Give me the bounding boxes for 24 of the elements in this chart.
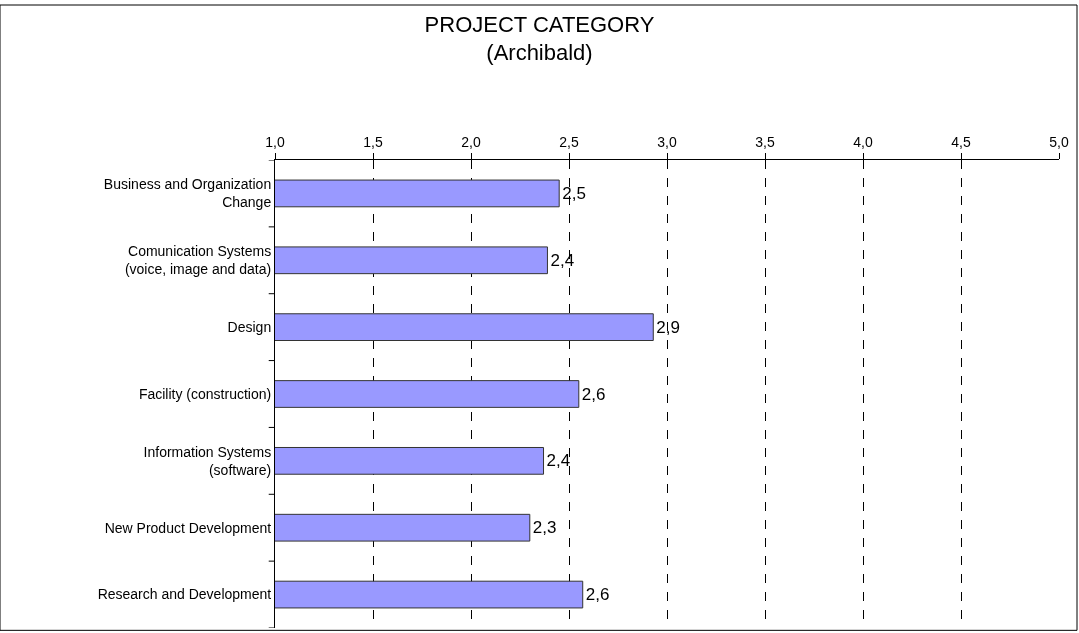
x-tick-label: 3,5 (755, 134, 775, 151)
x-tick-label: 5,0 (1049, 134, 1069, 151)
x-tick-label: 2,5 (559, 134, 579, 151)
x-tick-label: 2,0 (461, 134, 481, 151)
y-tick-label: Business and Organization Change (103, 176, 272, 211)
data-label: 2,3 (532, 518, 557, 538)
y-tick-label: New Product Development (104, 519, 272, 536)
x-tick-label: 4,5 (951, 134, 971, 151)
y-tick-label: Information Systems (software) (143, 443, 272, 478)
y-tick-label: Comunication Systems (voice, image and data) (124, 243, 272, 278)
y-tick-label: Design (227, 319, 272, 336)
x-tick-label: 4,0 (853, 134, 873, 151)
y-tick-label: Facility (construction) (138, 385, 272, 402)
chart-title: PROJECT CATEGORY (Archibald) (424, 11, 655, 66)
y-tick-label: Research and Development (97, 586, 272, 603)
x-tick-label: 1,5 (363, 134, 383, 151)
data-label: 2,4 (546, 451, 571, 471)
data-label: 2,5 (562, 183, 586, 203)
data-label: 2,9 (656, 317, 680, 337)
data-label: 2,4 (550, 250, 575, 270)
x-tick-label: 1,0 (265, 134, 285, 151)
data-label: 2,6 (585, 585, 610, 605)
x-tick-label: 3,0 (657, 134, 677, 151)
data-label: 2,6 (581, 384, 606, 404)
